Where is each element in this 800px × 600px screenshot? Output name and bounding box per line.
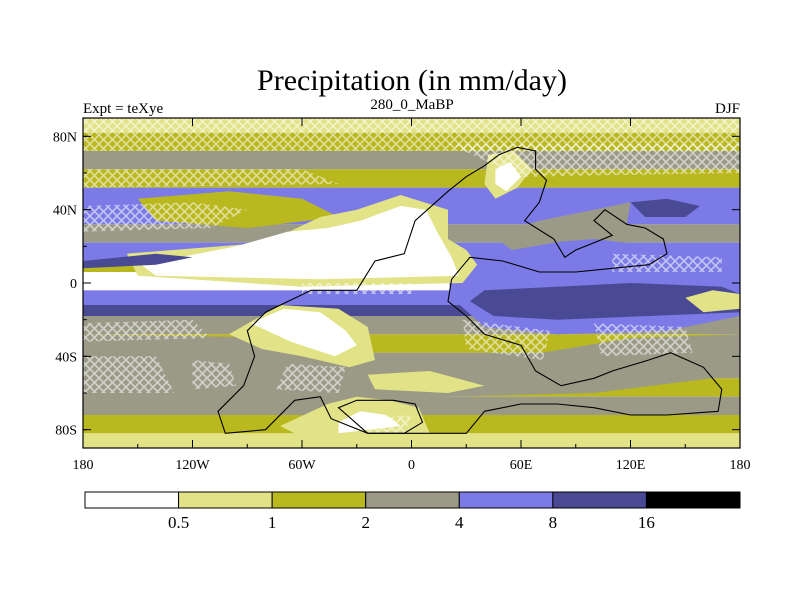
y-tick-label: 40N	[53, 204, 77, 219]
continent-outline	[337, 399, 424, 434]
y-tick-label: 80S	[55, 424, 77, 439]
colorbar-label: 0.5	[168, 513, 189, 532]
colorbar-label: 1	[268, 513, 277, 532]
stipple-region	[192, 360, 237, 390]
colorbar-swatch	[271, 491, 367, 509]
precip-region	[250, 308, 357, 357]
stipple-region	[462, 319, 551, 360]
stipple-region	[302, 283, 412, 294]
experiment-label: Expt = teXye	[83, 101, 163, 117]
stipple-region	[367, 415, 412, 434]
x-tick-label: 60W	[288, 458, 316, 473]
precip-region	[83, 253, 193, 269]
precip-region	[630, 198, 700, 217]
colorbar-swatch	[645, 491, 741, 509]
stipple-region	[448, 143, 740, 177]
colorbar-label: 8	[549, 513, 558, 532]
precip-region	[491, 202, 631, 250]
chart-title: Precipitation (in mm/day)	[257, 64, 567, 97]
y-tick-label: 0	[70, 277, 77, 292]
colorbar: 0.5 1 2 4 8 16	[84, 491, 741, 532]
y-tick-label: 40S	[55, 350, 77, 365]
colorbar-swatch	[365, 491, 460, 509]
colorbar-swatch	[178, 491, 273, 509]
stipple-region	[276, 363, 346, 393]
season-label: DJF	[715, 101, 740, 117]
map-axes: 180 120W 60W 0 60E 120E 180 80N 40N 0 40S 80S	[53, 118, 751, 473]
colorbar-swatch	[84, 491, 180, 509]
stipple-region	[612, 253, 722, 272]
colorbar-swatch	[458, 491, 554, 509]
stipple-region	[594, 323, 693, 357]
precip-region	[685, 290, 740, 313]
stipple-region	[83, 319, 211, 342]
y-tick-label: 80N	[53, 130, 77, 145]
x-tick-label: 120W	[175, 458, 210, 473]
x-tick-label: 0	[408, 458, 415, 473]
precip-region	[469, 283, 740, 320]
colorbar-swatch	[552, 491, 647, 509]
period-label: 280_0_MaBP	[370, 97, 453, 113]
colorbar-label: 2	[361, 513, 370, 532]
x-tick-label: 120E	[616, 458, 646, 473]
x-tick-label: 180	[730, 458, 751, 473]
x-tick-label: 180	[73, 458, 94, 473]
precip-band	[83, 305, 740, 316]
precip-region	[141, 206, 459, 280]
x-tick-label: 60E	[510, 458, 533, 473]
stipple-region	[83, 202, 248, 232]
precip-region	[367, 371, 485, 393]
map-panel	[83, 118, 740, 448]
stipple-region	[83, 356, 175, 393]
colorbar-label: 16	[638, 513, 655, 532]
colorbar-label: 4	[455, 513, 464, 532]
stipple-region	[83, 118, 740, 151]
precip-region	[83, 334, 740, 404]
continent-outline	[217, 146, 723, 434]
stipple-region	[83, 169, 339, 188]
